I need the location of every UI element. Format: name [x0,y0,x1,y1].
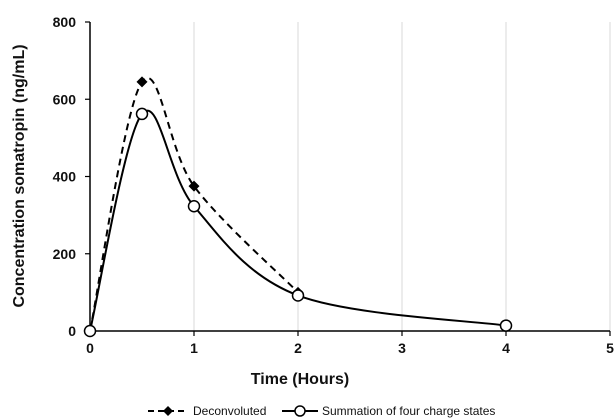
axes [85,21,611,336]
legend: Deconvoluted Summation of four charge st… [148,404,495,418]
data-point-s1-3 [291,289,305,302]
y-tick-label-4: 800 [53,14,77,30]
data-point-s0-1 [136,76,148,88]
data-point-s0-2 [188,180,200,192]
x-tick-label-5: 5 [606,340,614,356]
x-tick-label-3: 3 [398,340,406,356]
series-1 [83,107,513,338]
series-line-0 [89,77,299,332]
y-tick-label-0: 0 [68,323,76,339]
legend-label-deconvoluted: Deconvoluted [193,404,266,418]
series-layer [83,76,513,338]
legend-marker-summation [294,405,306,417]
x-tick-label-1: 1 [190,340,198,356]
y-tick-label-2: 400 [53,169,77,185]
data-point-s1-4 [499,319,513,332]
y-tick-labels: 0 200 400 600 800 [53,14,77,339]
legend-marker-deconvoluted [163,406,173,416]
x-tick-label-0: 0 [86,340,94,356]
y-axis-title: Concentration somatropin (ng/mL) [11,44,28,307]
data-point-s1-0 [83,324,97,338]
data-point-s1-1 [135,107,149,121]
x-tick-label-4: 4 [502,340,510,356]
x-tick-label-2: 2 [294,340,302,356]
grid [193,22,611,331]
data-point-s1-2 [187,199,201,213]
x-axis-title: Time (Hours) [251,371,349,388]
y-tick-label-1: 200 [53,246,77,262]
x-tick-labels: 0 1 2 3 4 5 [86,340,614,356]
legend-label-summation: Summation of four charge states [322,404,495,418]
y-tick-label-3: 600 [53,91,77,107]
